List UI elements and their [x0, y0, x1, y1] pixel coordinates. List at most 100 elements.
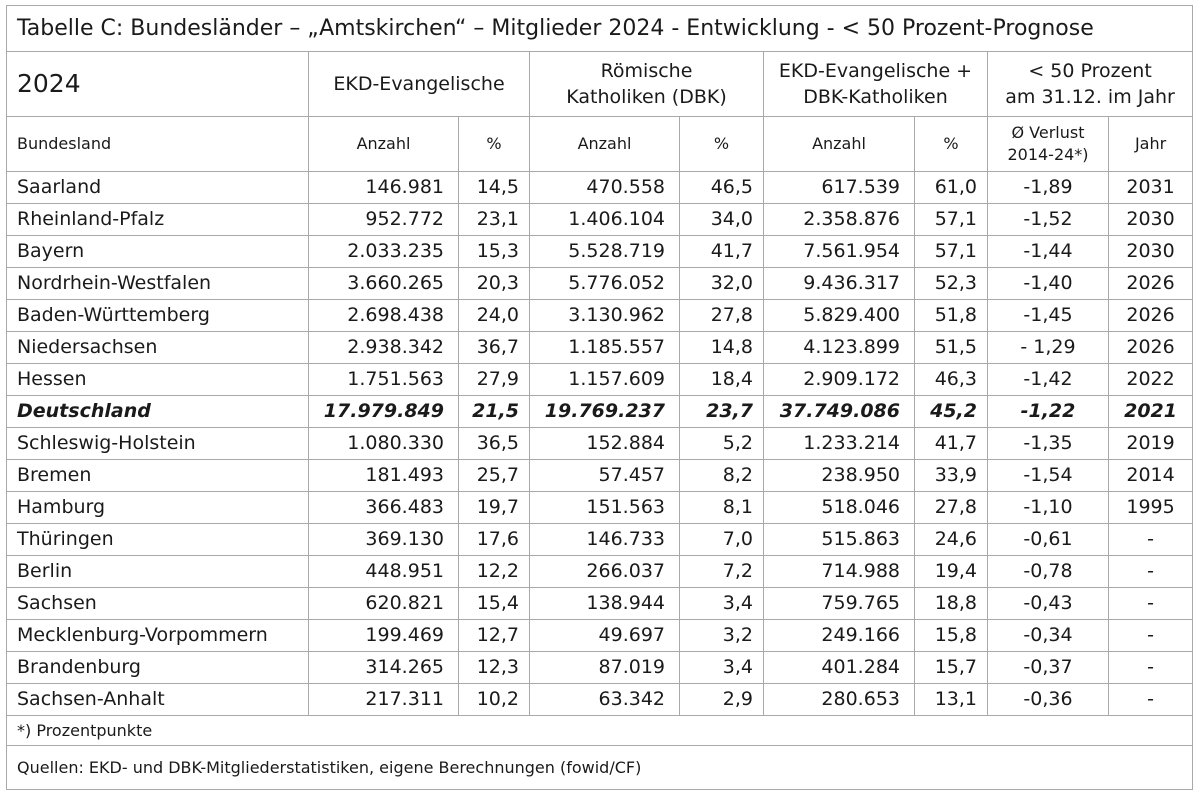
forecast-year-cell: - [1107, 619, 1194, 652]
ekd-count-cell: 1.080.330 [308, 427, 459, 460]
sum-count-cell: 2.358.876 [763, 203, 915, 236]
ekd-count-cell: 2.033.235 [308, 235, 459, 268]
avg-loss-cell: -0,37 [987, 651, 1109, 684]
subheader-ekd-pct: % [458, 116, 530, 172]
rk-count-cell: 146.733 [529, 523, 680, 556]
header-forecast-line2: am 31.12. im Jahr [1005, 86, 1175, 108]
table-row: Thüringen 369.130 17,6 146.733 7,0 515.863 24,… [6, 523, 1194, 556]
ekd-count-cell: 448.951 [308, 555, 459, 588]
header-rk-line1: Römische [600, 60, 693, 82]
forecast-year-cell: 1995 [1107, 491, 1194, 524]
avg-loss-cell: -0,34 [987, 619, 1109, 652]
rk-percent-cell: 8,1 [679, 491, 764, 524]
sum-percent-cell: 15,8 [914, 619, 988, 652]
sum-percent-cell: 57,1 [914, 203, 988, 236]
ekd-percent-cell: 23,1 [458, 203, 530, 236]
header-forecast-line1: < 50 Prozent [1028, 60, 1152, 82]
land-cell: Thüringen [6, 523, 309, 556]
rk-count-cell: 87.019 [529, 651, 680, 684]
subheader-rk-anzahl: Anzahl [529, 116, 680, 172]
sum-percent-cell: 18,8 [914, 587, 988, 620]
sum-percent-cell: 57,1 [914, 235, 988, 268]
table-row: Bayern 2.033.235 15,3 5.528.719 41,7 7.561.95… [6, 235, 1194, 268]
subheader-loss-line1: Ø Verlust [1011, 123, 1085, 142]
subheader-loss-line2: 2014-24*) [1007, 145, 1089, 164]
sum-percent-cell: 41,7 [914, 427, 988, 460]
sum-count-cell: 280.653 [763, 683, 915, 716]
ekd-percent-cell: 21,5 [458, 395, 530, 428]
sum-percent-cell: 33,9 [914, 459, 988, 492]
avg-loss-cell: -1,89 [987, 171, 1109, 204]
rk-percent-cell: 3,4 [679, 587, 764, 620]
ekd-count-cell: 217.311 [308, 683, 459, 716]
ekd-percent-cell: 12,3 [458, 651, 530, 684]
land-cell: Hessen [6, 363, 309, 396]
forecast-year-cell: - [1107, 683, 1194, 716]
forecast-year-cell: 2014 [1107, 459, 1194, 492]
ekd-count-cell: 620.821 [308, 587, 459, 620]
footnote-row: *) Prozentpunkte [5, 715, 1194, 746]
ekd-count-cell: 2.938.342 [308, 331, 459, 364]
sum-percent-cell: 51,5 [914, 331, 988, 364]
ekd-percent-cell: 17,6 [458, 523, 530, 556]
sum-percent-cell: 24,6 [914, 523, 988, 556]
land-cell: Bayern [6, 235, 309, 268]
rk-count-cell: 1.406.104 [529, 203, 680, 236]
table-row: Hessen 1.751.563 27,9 1.157.609 18,4 2.909.17… [6, 363, 1194, 396]
table-row: Hamburg 366.483 19,7 151.563 8,1 518.046 27,8-… [6, 491, 1194, 524]
forecast-year-cell: - [1107, 555, 1194, 588]
sum-percent-cell: 19,4 [914, 555, 988, 588]
avg-loss-cell: -0,78 [987, 555, 1109, 588]
sum-count-cell: 9.436.317 [763, 267, 915, 300]
sum-percent-cell: 15,7 [914, 651, 988, 684]
avg-loss-cell: -1,42 [987, 363, 1109, 396]
table-row: Berlin 448.951 12,2 266.037 7,2 714.988 19,4 -0… [6, 555, 1194, 588]
subheader-sum-anzahl: Anzahl [763, 116, 915, 172]
rk-count-cell: 3.130.962 [529, 299, 680, 332]
rk-percent-cell: 34,0 [679, 203, 764, 236]
rk-count-cell: 470.558 [529, 171, 680, 204]
avg-loss-cell: - 1,29 [987, 331, 1109, 364]
land-cell: Mecklenburg-Vorpommern [6, 619, 309, 652]
sum-percent-cell: 51,8 [914, 299, 988, 332]
header-year: 2024 [6, 51, 309, 117]
table-row: Schleswig-Holstein 1.080.330 36,5 152.884 5,… [6, 427, 1194, 460]
land-cell: Rheinland-Pfalz [6, 203, 309, 236]
rk-count-cell: 1.157.609 [529, 363, 680, 396]
rk-count-cell: 49.697 [529, 619, 680, 652]
ekd-count-cell: 366.483 [308, 491, 459, 524]
sum-count-cell: 714.988 [763, 555, 915, 588]
ekd-count-cell: 1.751.563 [308, 363, 459, 396]
header-sum-line2: DBK-Katholiken [803, 86, 948, 108]
subheader-jahr: Jahr [1107, 116, 1194, 172]
avg-loss-cell: -0,43 [987, 587, 1109, 620]
rk-percent-cell: 8,2 [679, 459, 764, 492]
source-note: Quellen: EKD- und DBK-Mitgliederstatisti… [5, 745, 1194, 790]
forecast-year-cell: 2031 [1107, 171, 1194, 204]
rk-percent-cell: 7,2 [679, 555, 764, 588]
ekd-count-cell: 146.981 [308, 171, 459, 204]
table-row: Baden-Württemberg 2.698.438 24,0 3.130.962 2… [6, 299, 1194, 332]
rk-percent-cell: 23,7 [679, 395, 764, 428]
ekd-count-cell: 199.469 [308, 619, 459, 652]
subheader-bundesland: Bundesland [6, 116, 309, 172]
ekd-percent-cell: 12,7 [458, 619, 530, 652]
table-row: Brandenburg 314.265 12,3 87.019 3,4 401.284 15… [6, 651, 1194, 684]
table-row: Sachsen 620.821 15,4 138.944 3,4 759.765 18,8-… [6, 587, 1194, 620]
rk-count-cell: 138.944 [529, 587, 680, 620]
rk-count-cell: 152.884 [529, 427, 680, 460]
subheader-row: Bundesland Anzahl % Anzahl % Anzahl % Ø … [6, 116, 1194, 172]
ekd-percent-cell: 20,3 [458, 267, 530, 300]
sum-count-cell: 2.909.172 [763, 363, 915, 396]
avg-loss-cell: -0,61 [987, 523, 1109, 556]
land-cell: Nordrhein-Westfalen [6, 267, 309, 300]
sum-percent-cell: 45,2 [914, 395, 988, 428]
ekd-count-cell: 369.130 [308, 523, 459, 556]
rk-count-cell: 19.769.237 [529, 395, 680, 428]
subheader-rk-pct: % [679, 116, 764, 172]
rk-count-cell: 5.776.052 [529, 267, 680, 300]
rk-count-cell: 151.563 [529, 491, 680, 524]
header-ekd: EKD-Evangelische [308, 51, 530, 117]
sum-percent-cell: 46,3 [914, 363, 988, 396]
ekd-percent-cell: 15,4 [458, 587, 530, 620]
